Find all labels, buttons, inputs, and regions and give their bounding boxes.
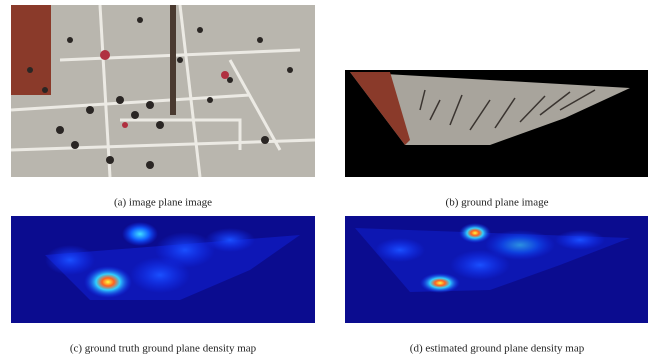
caption: (d) estimated ground plane density map [410,343,585,355]
caption: (b) ground plane image [446,197,549,209]
density-blobs [375,223,605,293]
density-blobs [45,222,255,298]
photo-a [11,5,315,177]
warped-plaza [350,72,630,145]
caption: (a) image plane image [114,197,212,209]
warped-building [350,72,410,145]
warped-people [419,89,596,131]
caption: (c) ground truth ground plane density ma… [70,343,257,355]
